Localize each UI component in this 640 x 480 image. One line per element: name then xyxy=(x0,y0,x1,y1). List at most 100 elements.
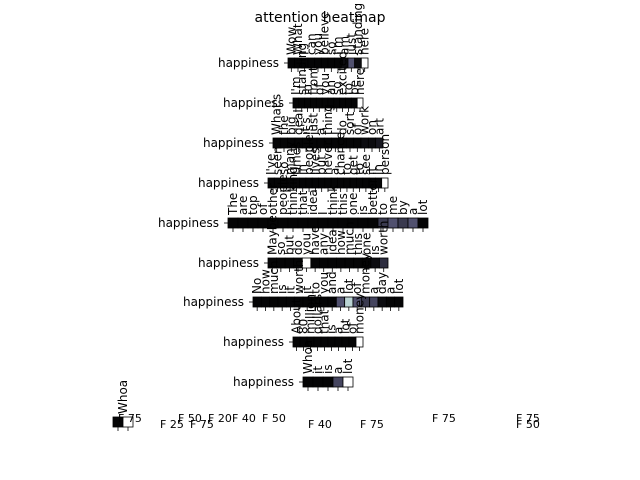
token-label: work xyxy=(358,106,372,135)
heatmap-cell xyxy=(287,217,299,229)
bottom-tick-label: F 75 xyxy=(432,412,456,425)
token-label: lives xyxy=(308,148,322,175)
token-label: is xyxy=(325,324,339,334)
heatmap-cell xyxy=(312,376,324,388)
token-label: money xyxy=(359,253,373,294)
bottom-tick-label: F 75 xyxy=(360,418,384,431)
token-label: see xyxy=(359,154,373,175)
token-label: of xyxy=(346,322,360,334)
heatmap-cell xyxy=(311,177,319,189)
token-label: much xyxy=(342,222,356,256)
token-label: a xyxy=(332,327,346,334)
token-label: sort xyxy=(343,111,357,135)
token-label: a xyxy=(327,168,341,175)
token-label: I xyxy=(298,51,312,55)
token-label: lot xyxy=(339,318,353,334)
token-label: believe xyxy=(318,11,332,55)
token-label: I've xyxy=(264,154,278,175)
token-label: a xyxy=(406,208,420,215)
y-tick-label: happiness xyxy=(198,256,259,270)
token-label: idea xyxy=(306,189,320,215)
token-label: thing xyxy=(321,104,335,135)
token-label: of xyxy=(312,83,326,95)
token-label: just xyxy=(306,113,320,136)
heatmap-cell xyxy=(318,177,326,189)
heatmap-cell xyxy=(327,217,339,229)
token-label: day xyxy=(375,272,389,294)
heatmap-row: Whoa xyxy=(112,380,134,431)
token-label: so xyxy=(330,81,344,95)
token-label: The xyxy=(226,193,240,216)
token-label: thinking xyxy=(286,166,300,215)
token-label: seen xyxy=(271,146,285,175)
token-label: top xyxy=(246,195,260,215)
heatmap-cell xyxy=(342,376,354,388)
token-label: can xyxy=(304,33,318,55)
token-label: this xyxy=(351,233,365,255)
token-label: lot xyxy=(341,358,355,374)
token-label: on xyxy=(365,120,379,135)
bottom-axis: F 75 F 25F 50F 75F 20 F 40 F 50 F 40 F 75 F 75… xyxy=(118,412,540,431)
token-label: here xyxy=(353,68,367,95)
token-label: it xyxy=(284,286,298,294)
token-label: get xyxy=(346,155,360,175)
token-label: times xyxy=(289,142,303,175)
heatmap-cell xyxy=(298,97,306,109)
token-label: by xyxy=(396,200,410,215)
heatmap-cell xyxy=(397,217,409,229)
token-label: big xyxy=(284,116,298,135)
token-label: of xyxy=(256,203,270,215)
token-label: but xyxy=(315,155,329,175)
heatmap-cell xyxy=(252,296,262,308)
token-label: an xyxy=(324,80,338,95)
heatmap-cell xyxy=(327,296,337,308)
heatmap-cell xyxy=(334,336,343,348)
token-label: deal xyxy=(292,109,306,135)
token-label: money xyxy=(353,293,367,334)
heatmap-cell xyxy=(343,177,351,189)
token-label: standing xyxy=(295,43,309,95)
token-label: you xyxy=(300,233,314,255)
heatmap-cell xyxy=(377,296,387,308)
bottom-tick-label: F 75 xyxy=(118,412,142,425)
token-label: is xyxy=(321,364,335,374)
heatmap-cell xyxy=(350,97,358,109)
token-label: people xyxy=(276,174,290,215)
token-label: think xyxy=(326,185,340,215)
heatmap-row: happiness WowWhatIcanyoubelievesoI'mamjus… xyxy=(218,3,372,72)
token-label: just xyxy=(344,33,358,56)
heatmap-cell xyxy=(336,257,346,269)
heatmap-row: happinessI'veseensomanytimesinpeople'sli… xyxy=(198,125,392,192)
token-label: front xyxy=(306,66,320,95)
token-label: so xyxy=(274,241,288,255)
heatmap-cell xyxy=(313,336,322,348)
token-label: a xyxy=(384,287,398,294)
heatmap-cell xyxy=(297,217,309,229)
heatmap-cell xyxy=(320,57,329,69)
heatmap-cell xyxy=(260,296,271,308)
heatmap-cell xyxy=(310,257,320,269)
token-label: person xyxy=(378,134,392,175)
token-label: a xyxy=(331,367,345,374)
token-label: About xyxy=(290,298,304,334)
heatmap-cell xyxy=(357,217,369,229)
heatmap-cell xyxy=(348,336,357,348)
heatmap-cell xyxy=(335,296,346,308)
token-label: one xyxy=(346,193,360,215)
token-label: in xyxy=(296,164,310,175)
heatmap-cell xyxy=(310,97,317,109)
heatmap-row: happinessThearetopofotherpeoplethinkingt… xyxy=(158,166,430,232)
token-label: have xyxy=(308,226,322,255)
heatmap-cell xyxy=(292,336,301,348)
token-label: lot xyxy=(342,278,356,294)
token-label: you xyxy=(311,33,325,55)
heatmap-cell xyxy=(327,336,336,348)
heatmap-cell xyxy=(319,257,329,269)
heatmap-row: happinessNohowmuchisitworthittoyouandalo… xyxy=(183,253,406,311)
token-label: What's xyxy=(270,94,284,135)
token-label: but xyxy=(282,235,296,255)
y-tick-label: happiness xyxy=(198,176,259,190)
heatmap-cell xyxy=(302,376,314,388)
token-label: idea xyxy=(325,229,339,255)
heatmap-cell xyxy=(287,57,296,69)
